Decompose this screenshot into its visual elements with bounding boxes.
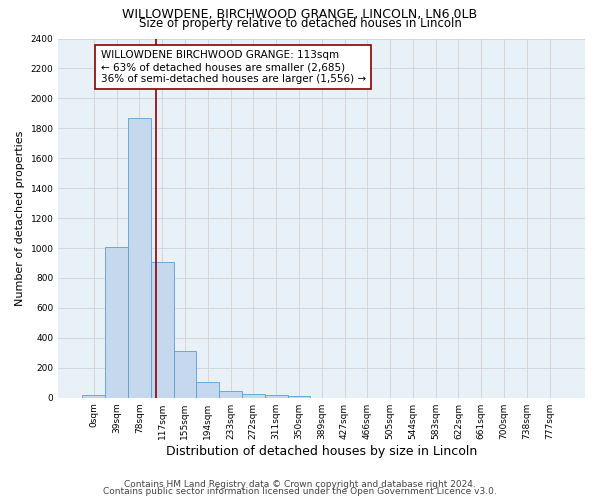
Y-axis label: Number of detached properties: Number of detached properties bbox=[15, 130, 25, 306]
Bar bbox=[265, 395, 287, 398]
Bar bbox=[128, 118, 151, 398]
Text: Contains public sector information licensed under the Open Government Licence v3: Contains public sector information licen… bbox=[103, 487, 497, 496]
Bar bbox=[105, 246, 128, 398]
Text: Size of property relative to detached houses in Lincoln: Size of property relative to detached ho… bbox=[139, 18, 461, 30]
X-axis label: Distribution of detached houses by size in Lincoln: Distribution of detached houses by size … bbox=[166, 444, 478, 458]
Text: WILLOWDENE, BIRCHWOOD GRANGE, LINCOLN, LN6 0LB: WILLOWDENE, BIRCHWOOD GRANGE, LINCOLN, L… bbox=[122, 8, 478, 21]
Bar bbox=[82, 396, 105, 398]
Bar bbox=[151, 262, 173, 398]
Bar bbox=[287, 396, 310, 398]
Text: WILLOWDENE BIRCHWOOD GRANGE: 113sqm
← 63% of detached houses are smaller (2,685): WILLOWDENE BIRCHWOOD GRANGE: 113sqm ← 63… bbox=[101, 50, 366, 84]
Bar bbox=[173, 352, 196, 398]
Text: Contains HM Land Registry data © Crown copyright and database right 2024.: Contains HM Land Registry data © Crown c… bbox=[124, 480, 476, 489]
Bar bbox=[196, 382, 219, 398]
Bar bbox=[242, 394, 265, 398]
Bar bbox=[219, 390, 242, 398]
